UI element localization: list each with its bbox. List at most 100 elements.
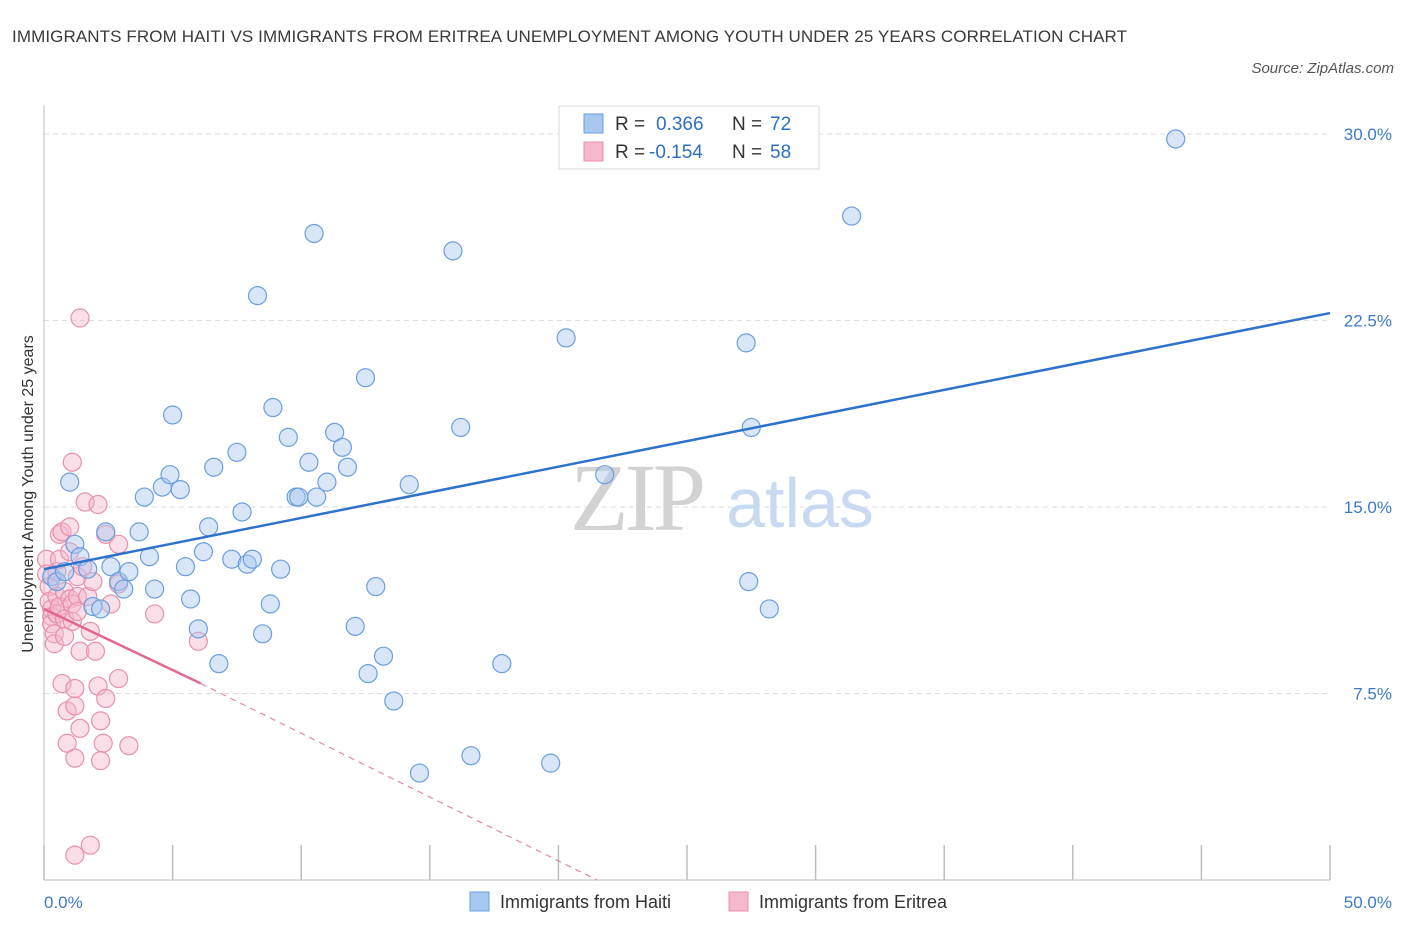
eritrea-point-29 xyxy=(65,748,85,768)
trend-lines xyxy=(43,311,1331,881)
haiti-point-9 xyxy=(96,522,116,542)
haiti-point-27 xyxy=(204,457,224,477)
haiti-point-55 xyxy=(399,475,419,495)
haiti-point-41 xyxy=(289,487,309,507)
legend-r-value-eritrea: -0.154 xyxy=(649,142,703,163)
haiti-point-3 xyxy=(60,472,80,492)
haiti-point-22 xyxy=(175,557,196,577)
haiti-point-54 xyxy=(384,691,404,711)
haiti-point-13 xyxy=(119,562,139,582)
haiti-point-28 xyxy=(209,654,229,674)
haiti-point-63 xyxy=(595,465,615,485)
haiti-point-29 xyxy=(222,549,242,569)
eritrea-point-36 xyxy=(70,718,90,738)
bottom-legend-label-eritrea: Immigrants from Eritrea xyxy=(759,892,948,912)
eritrea-point-38 xyxy=(70,308,90,328)
haiti-point-20 xyxy=(163,405,183,425)
eritrea-point-48 xyxy=(93,733,113,753)
haiti-point-23 xyxy=(181,589,201,609)
haiti-point-57 xyxy=(443,241,463,261)
bottom-legend-swatch-eritrea xyxy=(728,891,749,912)
legend-n-label-haiti: N = xyxy=(732,114,762,135)
haiti-point-8 xyxy=(90,599,111,619)
haiti-point-25 xyxy=(193,542,214,562)
eritrea-point-24 xyxy=(60,517,80,537)
grid-lines xyxy=(44,133,1330,694)
legend-r-label-haiti: R = xyxy=(615,114,645,135)
eritrea-point-40 xyxy=(78,586,98,607)
haiti-point-53 xyxy=(373,646,394,666)
eritrea-point-21 xyxy=(57,733,77,753)
eritrea-trend-extension xyxy=(200,683,598,881)
haiti-point-46 xyxy=(325,422,345,442)
haiti-point-45 xyxy=(317,472,337,492)
haiti-point-17 xyxy=(144,579,165,599)
haiti-point-67 xyxy=(759,599,779,619)
haiti-point-1 xyxy=(47,571,67,592)
haiti-point-56 xyxy=(409,763,430,783)
haiti-point-65 xyxy=(739,571,759,592)
y-tick-label-3: 30.0% xyxy=(1344,125,1392,144)
eritrea-point-44 xyxy=(85,641,106,661)
tick-labels: 7.5% 15.0% 22.5% 30.0% 0.0% 50.0% xyxy=(44,125,1392,912)
source-label: Source: ZipAtlas.com xyxy=(1251,60,1394,77)
haiti-point-52 xyxy=(366,576,386,597)
haiti-point-58 xyxy=(451,417,471,438)
eritrea-point-49 xyxy=(90,751,111,771)
eritrea-point-47 xyxy=(90,711,111,731)
haiti-point-48 xyxy=(337,457,358,477)
haiti-point-60 xyxy=(492,654,512,674)
haiti-point-10 xyxy=(101,557,121,577)
haiti-point-26 xyxy=(199,517,219,537)
haiti-trend-line xyxy=(43,311,1331,571)
eritrea-point-13 xyxy=(49,549,70,569)
haiti-point-61 xyxy=(541,753,561,773)
eritrea-trend-line xyxy=(43,607,202,685)
eritrea-point-34 xyxy=(70,641,90,661)
eritrea-point-54 xyxy=(108,668,129,689)
bottom-legend-swatch-haiti xyxy=(469,891,490,912)
bottom-legend-label-haiti: Immigrants from Haiti xyxy=(500,892,671,912)
eritrea-point-25 xyxy=(62,452,82,472)
x-tick-label-0: 0.0% xyxy=(44,893,83,912)
watermark: ZIP atlas xyxy=(570,444,874,551)
series-legend: Immigrants from Haiti Immigrants from Er… xyxy=(469,891,948,912)
haiti-point-21 xyxy=(170,479,190,500)
correlation-legend: R = 0.366 N = 72 R = -0.154 N = 58 xyxy=(558,105,820,170)
haiti-point-42 xyxy=(299,452,319,472)
eritrea-point-28 xyxy=(65,696,85,716)
legend-swatch-eritrea xyxy=(583,141,604,162)
legend-n-value-eritrea: 58 xyxy=(770,142,791,163)
y-tick-label-0: 7.5% xyxy=(1353,685,1392,704)
eritrea-point-43 xyxy=(80,835,100,855)
y-axis-title: Unemployment Among Youth under 25 years xyxy=(20,335,37,653)
haiti-point-49 xyxy=(345,616,365,636)
haiti-point-35 xyxy=(253,624,273,644)
eritrea-point-42 xyxy=(83,571,103,592)
haiti-point-64 xyxy=(736,333,756,353)
eritrea-point-8 xyxy=(44,634,64,654)
haiti-point-7 xyxy=(83,596,103,617)
haiti-point-38 xyxy=(271,559,291,579)
watermark-atlas: atlas xyxy=(726,464,874,542)
haiti-point-30 xyxy=(227,442,247,462)
haiti-point-36 xyxy=(260,594,280,614)
haiti-point-24 xyxy=(188,619,208,639)
haiti-point-50 xyxy=(355,368,376,388)
haiti-point-15 xyxy=(134,487,154,507)
haiti-point-43 xyxy=(307,487,327,507)
y-tick-label-2: 22.5% xyxy=(1344,312,1392,331)
legend-swatch-haiti xyxy=(583,113,604,134)
eritrea-point-33 xyxy=(65,678,85,699)
haiti-point-62 xyxy=(556,328,576,348)
eritrea-point-31 xyxy=(67,586,88,607)
legend-n-value-haiti: 72 xyxy=(770,114,791,135)
haiti-point-34 xyxy=(247,286,268,306)
legend-r-label-eritrea: R = xyxy=(615,142,645,163)
haiti-point-51 xyxy=(358,664,378,684)
legend-n-label-eritrea: N = xyxy=(732,142,762,163)
haiti-point-44 xyxy=(304,223,324,244)
eritrea-point-19 xyxy=(54,626,75,646)
eritrea-point-30 xyxy=(67,567,88,587)
